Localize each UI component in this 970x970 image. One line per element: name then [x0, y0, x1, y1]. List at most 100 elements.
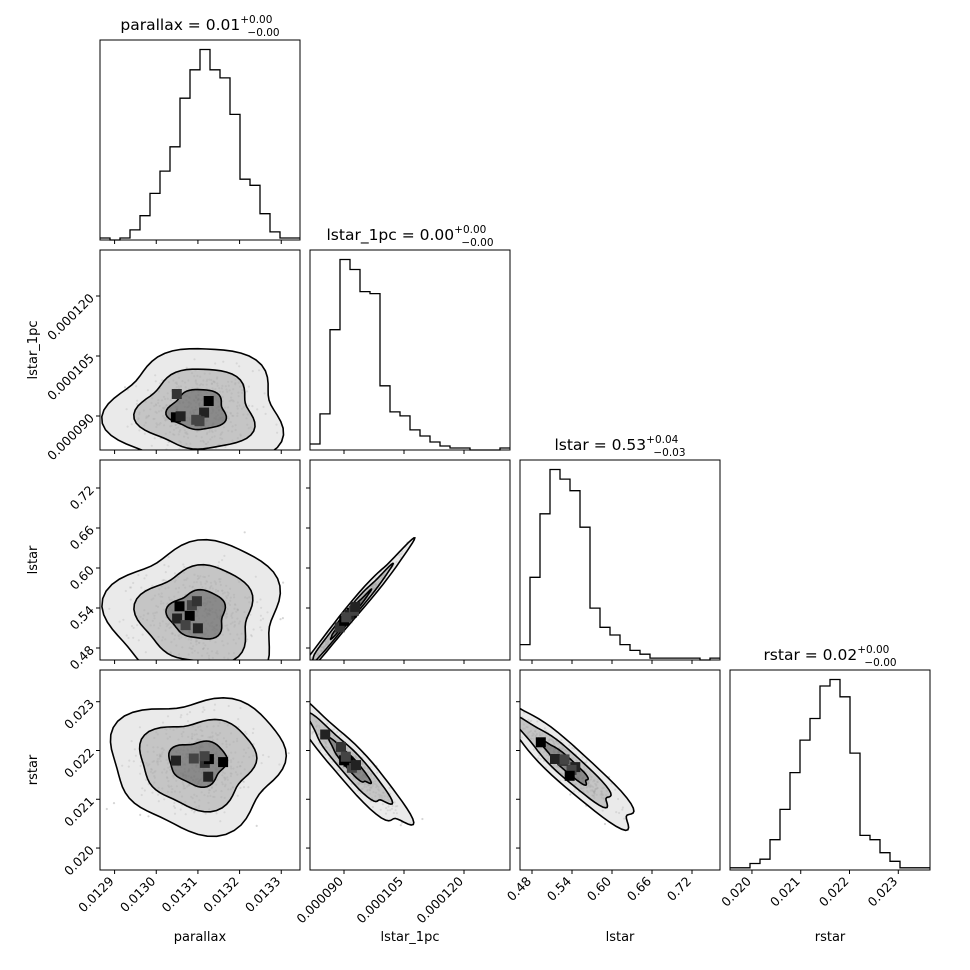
- density-peak-cell: [218, 757, 229, 768]
- panel-title: lstar_1pc = 0.00+0.00 −0.00: [326, 224, 493, 249]
- x-tick-label: 0.72: [664, 874, 694, 904]
- density-peak-cell: [320, 729, 331, 740]
- sample-point: [603, 822, 607, 826]
- density-peak-cell: [188, 753, 199, 764]
- x-axis-label: rstar: [815, 930, 846, 945]
- density-peak-cell: [174, 601, 185, 612]
- sample-point: [248, 451, 250, 453]
- hist-step-line: [730, 678, 930, 869]
- panel-lstar-vs-parallax: [99, 459, 301, 688]
- sample-point: [235, 686, 237, 688]
- panel-rstar-vs-lstar_1pc: [285, 669, 511, 871]
- sample-point: [147, 664, 149, 666]
- sample-point: [123, 386, 127, 389]
- hist-rstar: rstar = 0.02+0.00 −0.00: [729, 644, 931, 871]
- sample-point: [308, 661, 310, 663]
- x-tick-label: 0.000120: [413, 873, 466, 926]
- sample-point: [281, 617, 284, 620]
- contour-line: [310, 702, 415, 826]
- contour-line: [520, 716, 612, 809]
- density-peak-cell: [559, 754, 570, 765]
- x-tick-label: 0.54: [544, 873, 574, 903]
- y-tick-label: 0.48: [67, 642, 97, 672]
- contour-line: [310, 711, 394, 806]
- sample-point: [514, 721, 516, 723]
- y-tick-label: 0.60: [67, 562, 97, 592]
- sample-point: [307, 725, 309, 727]
- sample-point: [285, 692, 287, 694]
- sample-point: [517, 703, 519, 705]
- x-tick-label: 0.0130: [117, 873, 159, 915]
- panel-lstar-vs-lstar_1pc: [289, 459, 511, 688]
- sample-point: [282, 581, 285, 584]
- sample-point: [516, 723, 518, 725]
- contour-line: [167, 740, 229, 789]
- axes-frame: [309, 249, 511, 451]
- panel-title: rstar = 0.02+0.00 −0.00: [763, 644, 896, 669]
- contour-line: [132, 368, 256, 450]
- panel-title: lstar = 0.53+0.04 −0.03: [554, 434, 685, 459]
- sample-point: [312, 661, 314, 663]
- sample-point: [174, 456, 176, 458]
- sample-point: [314, 660, 316, 662]
- sample-point: [233, 662, 235, 664]
- y-tick-label: 0.000090: [44, 410, 97, 463]
- sample-point: [421, 817, 424, 821]
- sample-point: [492, 687, 494, 689]
- y-tick-label: 0.022: [61, 745, 97, 781]
- x-axis-label: lstar: [606, 930, 635, 945]
- density-peak-cell: [350, 601, 361, 612]
- axes-frame: [99, 459, 301, 661]
- axes-frame: [309, 459, 511, 661]
- hist-parallax: parallax = 0.01+0.00 −0.00: [99, 14, 301, 241]
- density-peak-cell: [199, 751, 210, 762]
- x-tick-label: 0.0132: [200, 874, 242, 916]
- sample-point: [289, 686, 291, 688]
- sample-point: [500, 716, 502, 718]
- x-axis-label: parallax: [174, 930, 227, 945]
- sample-point: [308, 662, 310, 664]
- sample-point: [287, 752, 290, 755]
- density-peak-cell: [351, 760, 361, 771]
- sample-point: [287, 697, 289, 699]
- x-tick-label: 0.021: [767, 874, 803, 910]
- density-peak-cell: [171, 389, 182, 399]
- density-peak-cell: [336, 741, 346, 752]
- sample-point: [295, 721, 297, 723]
- hist-step-line: [310, 258, 510, 451]
- density-peak-cell: [175, 411, 186, 422]
- sample-point: [223, 677, 225, 679]
- density-peak-cell: [564, 770, 575, 781]
- y-tick-label: 0.000105: [44, 350, 97, 403]
- x-tick-label: 0.48: [504, 873, 534, 903]
- sample-point: [512, 717, 514, 719]
- density-peak-cell: [180, 620, 191, 631]
- sample-point: [399, 824, 402, 827]
- y-tick-label: 0.72: [67, 482, 97, 512]
- sample-point: [279, 618, 282, 621]
- x-tick-label: 0.0131: [158, 874, 200, 916]
- sample-point: [176, 455, 178, 457]
- panel-rstar-vs-parallax: [99, 669, 301, 871]
- density-peak-cell: [341, 612, 352, 623]
- sample-point: [153, 455, 155, 457]
- panel-rstar-vs-lstar: [492, 669, 721, 871]
- sample-point: [515, 728, 517, 730]
- x-tick-label: 0.023: [864, 874, 900, 910]
- sample-point: [82, 400, 84, 402]
- sample-point: [112, 802, 116, 805]
- sample-point: [302, 672, 304, 674]
- axes-frame: [309, 669, 511, 871]
- sample-point: [223, 466, 225, 468]
- hist-lstar: lstar = 0.53+0.04 −0.03: [519, 434, 721, 661]
- density-peak-cell: [172, 613, 183, 624]
- sample-point: [306, 705, 308, 707]
- sample-point: [569, 793, 572, 796]
- density-peak-cell: [184, 610, 195, 621]
- sample-point: [514, 716, 516, 718]
- sample-point: [288, 714, 290, 716]
- y-axis-label: lstar_1pc: [26, 321, 41, 380]
- sample-point: [516, 736, 518, 738]
- sample-point: [305, 724, 307, 726]
- x-tick-label: 0.022: [816, 874, 852, 910]
